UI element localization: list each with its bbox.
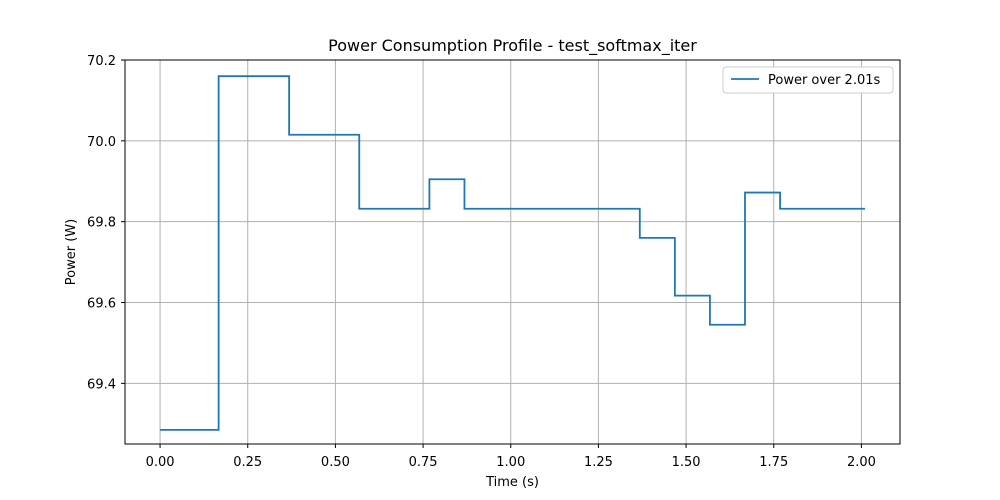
grid <box>125 59 900 444</box>
y-tick-label: 70.2 <box>87 54 116 69</box>
x-tick-label: 1.75 <box>759 455 788 470</box>
legend-box <box>722 66 894 94</box>
x-tick-label: 1.25 <box>584 455 613 470</box>
x-axis-ticks: 0.00 0.25 0.50 0.75 1.00 1.25 1.50 1.75 2.00 <box>146 444 876 470</box>
series-layer <box>160 75 865 431</box>
plot-frame <box>124 59 901 445</box>
x-tick-label: 1.00 <box>496 455 525 470</box>
x-tick-label: 0.00 <box>146 455 175 470</box>
y-tick-label: 70.0 <box>87 135 116 150</box>
series-line-power <box>160 75 865 431</box>
x-tick-label: 2.00 <box>847 455 876 470</box>
x-axis-label: Time (s) <box>485 475 539 490</box>
x-tick-label: 0.50 <box>321 455 350 470</box>
legend: Power over 2.01s <box>722 66 894 94</box>
x-tick-label: 0.25 <box>233 455 262 470</box>
y-tick-label: 69.4 <box>87 377 116 392</box>
chart-title: Power Consumption Profile - test_softmax… <box>328 36 697 56</box>
x-tick-label: 1.50 <box>672 455 701 470</box>
y-axis-label: Power (W) <box>64 219 79 285</box>
legend-label-power: Power over 2.01s <box>768 73 881 88</box>
y-tick-label: 69.8 <box>87 216 116 231</box>
y-tick-label: 69.6 <box>87 297 116 312</box>
y-axis-ticks: 69.4 69.6 69.8 70.0 70.2 <box>87 54 125 392</box>
x-tick-label: 0.75 <box>409 455 438 470</box>
